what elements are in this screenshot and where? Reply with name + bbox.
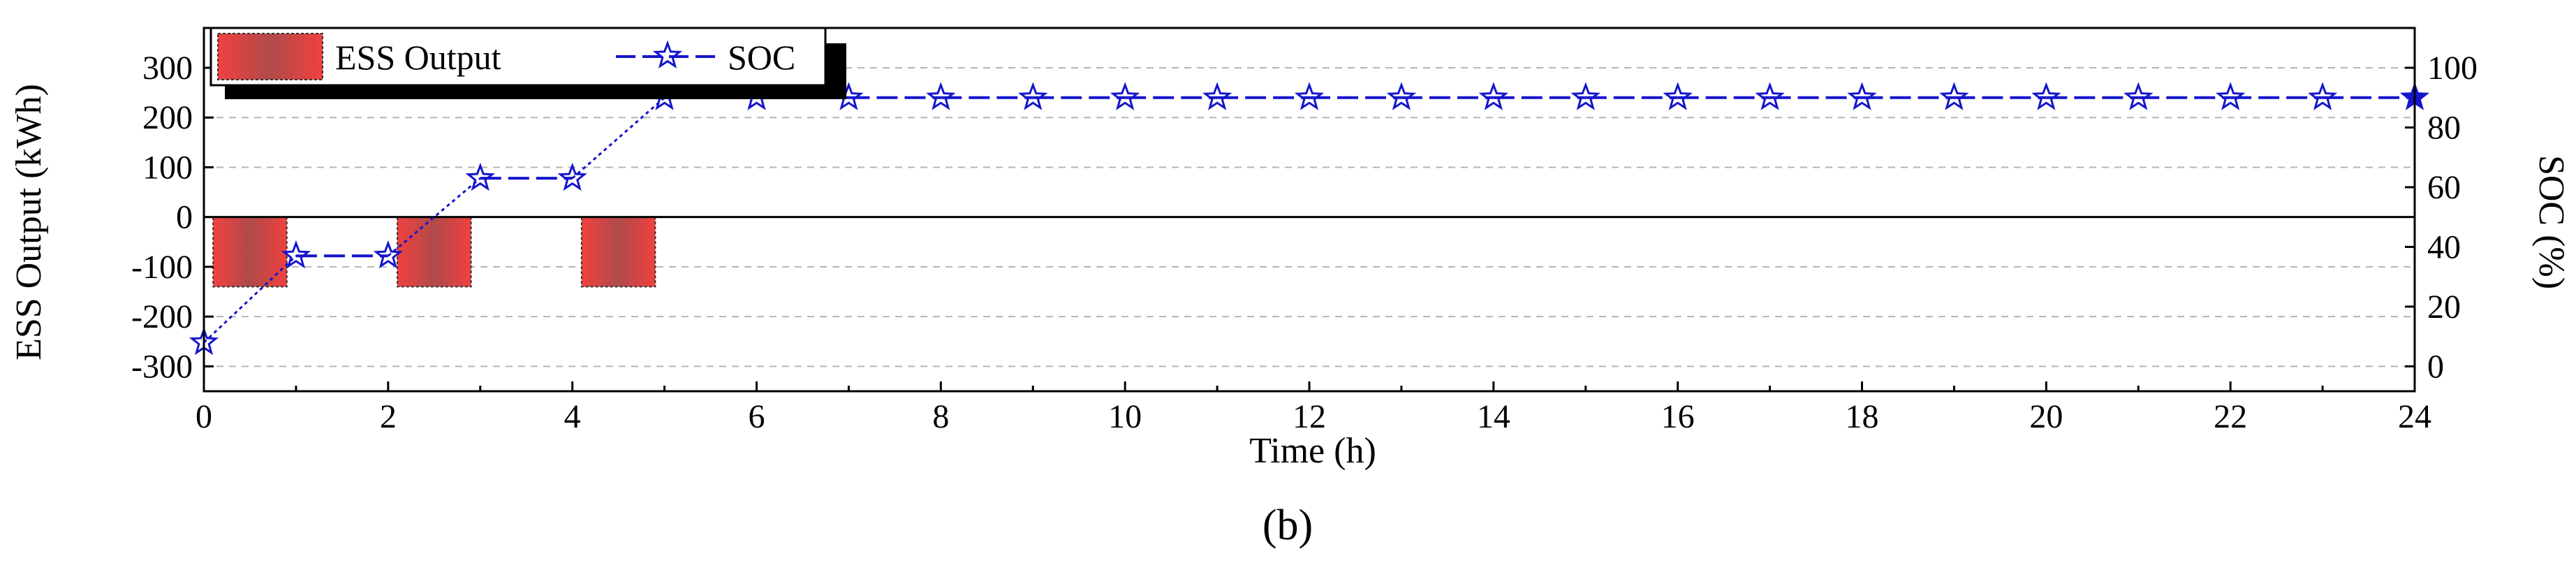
- left-tick-label: -100: [131, 249, 193, 286]
- soc-point: [2124, 82, 2154, 110]
- ess-output-bar: [212, 216, 288, 288]
- right-axis-title: SOC (%): [2531, 155, 2571, 289]
- right-tick-label: 100: [2427, 50, 2478, 87]
- legend-swatch-ess-output: [217, 33, 323, 80]
- x-tick-label: 14: [1477, 398, 1510, 435]
- legend-label-soc: SOC: [728, 38, 795, 77]
- soc-line-segment: [387, 177, 481, 257]
- left-tick-label: 0: [176, 199, 193, 236]
- soc-point: [1755, 82, 1785, 110]
- x-tick-label: 4: [564, 398, 581, 435]
- right-tick-label: 20: [2427, 289, 2461, 326]
- x-tick-label: 16: [1661, 398, 1695, 435]
- soc-point: [1110, 82, 1140, 110]
- soc-line-segment: [203, 255, 297, 344]
- left-tick-label: 100: [142, 149, 193, 186]
- x-tick-label: 12: [1293, 398, 1326, 435]
- left-tick-label: -300: [131, 348, 193, 385]
- left-tick-label: -200: [131, 298, 193, 335]
- x-axis-title: Time (h): [1249, 431, 1376, 471]
- x-tick-label: 8: [932, 398, 949, 435]
- left-y-axis: -300 -200 -100 0 100 200 300: [131, 50, 214, 385]
- x-tick-label: 6: [749, 398, 765, 435]
- x-tick-label: 20: [2029, 398, 2063, 435]
- soc-point: [557, 162, 587, 191]
- right-tick-label: 60: [2427, 169, 2461, 206]
- soc-point: [2307, 82, 2338, 110]
- x-tick-label: 18: [1846, 398, 1879, 435]
- ess-output-bar: [580, 216, 656, 288]
- soc-point: [373, 240, 404, 269]
- x-tick-label: 0: [196, 398, 212, 435]
- right-tick-label: 40: [2427, 228, 2461, 265]
- soc-point: [926, 82, 956, 110]
- soc-series: [189, 82, 2430, 356]
- left-tick-label: 300: [142, 50, 193, 87]
- soc-point: [281, 240, 311, 269]
- soc-point: [2031, 82, 2061, 110]
- soc-point: [1939, 82, 1969, 110]
- soc-point: [2215, 82, 2246, 110]
- soc-point: [1386, 82, 1417, 110]
- ess-output-bars: [212, 216, 656, 288]
- left-axis-title: ESS Output (kWh): [9, 84, 49, 360]
- legend-swatch-soc-star: [652, 40, 683, 69]
- soc-line-segment: [571, 96, 665, 180]
- right-y-axis: 0 20 40 60 80 100: [2405, 50, 2478, 385]
- x-tick-label: 22: [2214, 398, 2247, 435]
- figure-caption: (b): [1263, 502, 1313, 549]
- soc-point: [1202, 82, 1232, 110]
- right-tick-label: 0: [2427, 348, 2444, 385]
- soc-point: [1018, 82, 1048, 110]
- legend: ESS Output SOC: [209, 27, 846, 99]
- right-tick-label: 80: [2427, 109, 2461, 146]
- soc-point: [1847, 82, 1877, 110]
- ess-output-bar: [397, 216, 472, 288]
- legend-shadow-side: [825, 43, 846, 99]
- soc-point: [1663, 82, 1693, 110]
- x-tick-label: 10: [1108, 398, 1142, 435]
- legend-label-ess-output: ESS Output: [335, 38, 501, 77]
- x-tick-label: 2: [380, 398, 397, 435]
- left-tick-label: 200: [142, 99, 193, 136]
- x-axis: 0 2 4 6 8 10 12 14 16 18 20 22 24: [196, 381, 2431, 435]
- soc-point: [1294, 82, 1325, 110]
- soc-point: [1570, 82, 1600, 110]
- soc-point: [1478, 82, 1509, 110]
- x-tick-label: 24: [2398, 398, 2431, 435]
- soc-point: [465, 162, 495, 191]
